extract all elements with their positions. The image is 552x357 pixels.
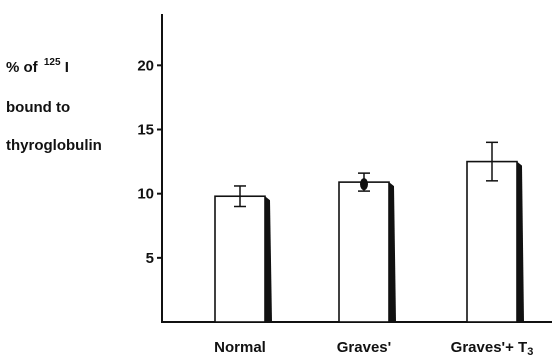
- bar-group: [338, 172, 396, 323]
- x-category-label: Graves'+ T3: [451, 339, 534, 357]
- x-category-text: Graves'+ T: [451, 339, 528, 356]
- x-category-subscript: 3: [527, 346, 533, 357]
- y-label-suffix: I: [61, 59, 69, 76]
- bar-shadow: [517, 161, 524, 322]
- bar-shadow: [265, 196, 272, 322]
- bar-group: [214, 185, 272, 323]
- x-category-text: Graves': [337, 339, 391, 356]
- bar: [214, 195, 266, 323]
- y-label-text: % of: [6, 59, 42, 76]
- x-category-labels: Normal Graves' Graves'+ T3: [214, 339, 533, 357]
- y-label-line: bound to: [6, 99, 70, 116]
- bar: [466, 160, 518, 323]
- bars: [214, 141, 524, 323]
- y-label-text: thyroglobulin: [6, 137, 102, 154]
- y-label-superscript: 125: [44, 57, 61, 68]
- x-category-label: Graves': [337, 339, 391, 356]
- bar-shadow: [389, 182, 396, 322]
- y-tick-label: 10: [137, 186, 154, 203]
- bar: [338, 181, 390, 323]
- y-label-line: thyroglobulin: [6, 137, 102, 154]
- x-category-text: Normal: [214, 339, 266, 356]
- bar-group: [466, 141, 524, 323]
- y-label-text: bound to: [6, 99, 70, 116]
- data-point-marker: [360, 178, 368, 191]
- x-category-label: Normal: [214, 339, 266, 356]
- y-label-line: % of 125 I: [6, 57, 69, 76]
- y-tick-label: 15: [137, 122, 154, 139]
- y-ticks: 5 10 15 20: [137, 57, 163, 267]
- y-tick-label: 5: [146, 250, 154, 267]
- y-tick-label: 20: [137, 57, 154, 74]
